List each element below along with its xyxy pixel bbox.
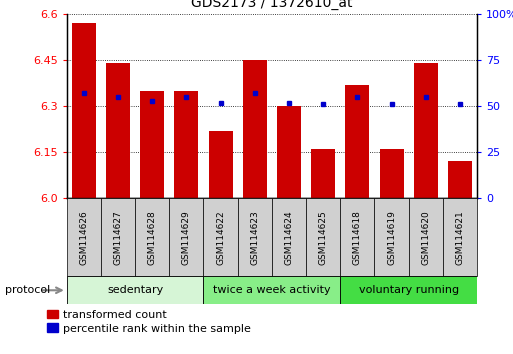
Bar — [209, 131, 232, 198]
Text: protocol: protocol — [5, 285, 50, 295]
Text: GSM114628: GSM114628 — [148, 210, 156, 265]
Bar — [277, 106, 301, 198]
Bar — [72, 23, 96, 198]
Bar — [106, 63, 130, 198]
Text: GSM114620: GSM114620 — [421, 210, 430, 265]
Bar — [380, 149, 404, 198]
Legend: transformed count, percentile rank within the sample: transformed count, percentile rank withi… — [47, 310, 251, 333]
Text: GSM114621: GSM114621 — [456, 210, 464, 265]
Text: GSM114627: GSM114627 — [113, 210, 123, 265]
FancyBboxPatch shape — [238, 198, 272, 276]
Text: GSM114622: GSM114622 — [216, 210, 225, 264]
Bar — [311, 149, 335, 198]
FancyBboxPatch shape — [443, 198, 477, 276]
FancyBboxPatch shape — [409, 198, 443, 276]
Bar — [140, 91, 164, 198]
Text: twice a week activity: twice a week activity — [213, 285, 331, 295]
Text: GSM114624: GSM114624 — [285, 210, 293, 264]
Title: GDS2173 / 1372610_at: GDS2173 / 1372610_at — [191, 0, 352, 10]
Bar — [243, 60, 267, 198]
FancyBboxPatch shape — [67, 276, 204, 304]
FancyBboxPatch shape — [204, 198, 238, 276]
Text: GSM114629: GSM114629 — [182, 210, 191, 265]
FancyBboxPatch shape — [67, 198, 101, 276]
Bar — [345, 85, 369, 198]
Bar — [448, 161, 472, 198]
Text: GSM114618: GSM114618 — [353, 210, 362, 265]
FancyBboxPatch shape — [340, 276, 477, 304]
FancyBboxPatch shape — [272, 198, 306, 276]
FancyBboxPatch shape — [204, 276, 340, 304]
FancyBboxPatch shape — [135, 198, 169, 276]
FancyBboxPatch shape — [340, 198, 374, 276]
Text: sedentary: sedentary — [107, 285, 163, 295]
Text: GSM114625: GSM114625 — [319, 210, 328, 265]
Bar — [174, 91, 199, 198]
FancyBboxPatch shape — [101, 198, 135, 276]
FancyBboxPatch shape — [306, 198, 340, 276]
FancyBboxPatch shape — [169, 198, 204, 276]
Text: GSM114619: GSM114619 — [387, 210, 396, 265]
Text: GSM114626: GSM114626 — [80, 210, 88, 265]
FancyBboxPatch shape — [374, 198, 409, 276]
Bar — [414, 63, 438, 198]
Text: GSM114623: GSM114623 — [250, 210, 259, 265]
Text: voluntary running: voluntary running — [359, 285, 459, 295]
